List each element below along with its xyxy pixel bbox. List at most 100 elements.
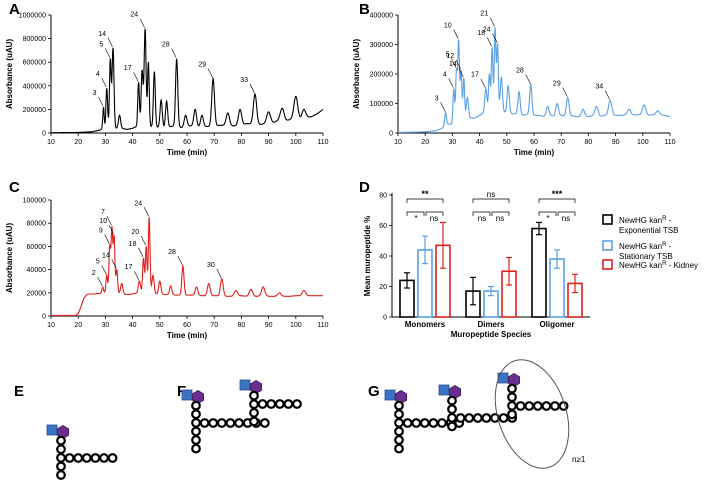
x-tick-label: 90 — [265, 322, 273, 329]
legend-swatch — [602, 240, 613, 251]
structure-g: Gn≥1 — [368, 359, 586, 469]
peak-leader — [448, 78, 454, 88]
amino-acid-ring — [249, 390, 259, 401]
y-tick-label: 60 — [379, 223, 387, 230]
legend-swatch — [602, 214, 613, 225]
bar — [531, 227, 547, 318]
sig-bracket — [472, 211, 491, 216]
peak-leader — [216, 268, 222, 279]
x-tick-label: 60 — [530, 139, 538, 146]
peak-label: 29 — [198, 62, 206, 69]
peak-leader — [562, 87, 568, 97]
y-tick-label: 80000 — [27, 221, 47, 228]
x-tick-label: 20 — [74, 139, 82, 146]
peak-leader — [139, 18, 145, 28]
peak-label: 18 — [129, 241, 137, 248]
amino-acid-ring — [464, 413, 475, 423]
structure-e: E — [14, 383, 118, 480]
peak-leader — [525, 74, 531, 84]
x-tick-label: 80 — [238, 322, 246, 329]
amino-acid-ring — [208, 418, 219, 428]
sig-label: * — [546, 214, 549, 223]
panel-label: B — [359, 1, 370, 18]
peak-leader — [458, 67, 464, 78]
y-tick-label: 0 — [389, 131, 393, 138]
glcnac-square — [438, 384, 450, 396]
x-axis-label: Time (min) — [514, 148, 555, 157]
peak-leader — [107, 37, 113, 47]
amino-acid-ring — [274, 399, 285, 409]
peak-label: 17 — [471, 72, 479, 79]
category-label: Monomers — [405, 320, 446, 329]
y-tick-label: 20 — [379, 284, 387, 291]
amino-acid-ring — [481, 413, 492, 423]
sig-label: ** — [421, 189, 429, 199]
panel-label: A — [9, 1, 20, 18]
peak-label: 3 — [93, 90, 97, 97]
peak-leader — [171, 48, 177, 58]
sig-label: * — [414, 214, 417, 223]
x-tick-label: 10 — [47, 322, 55, 329]
peak-label: 4 — [443, 72, 447, 79]
x-tick-label: 60 — [183, 322, 191, 329]
amino-acid-ring — [266, 399, 277, 409]
legend-text: - Kidney — [666, 261, 698, 270]
amino-acid-ring — [199, 418, 210, 428]
x-tick-label: 30 — [102, 322, 110, 329]
y-tick-label: 0 — [42, 314, 46, 321]
y-tick-label: 40 — [379, 254, 387, 261]
peak-label: 29 — [553, 81, 561, 88]
peak-label: 10 — [444, 23, 452, 30]
sig-label: ns — [487, 190, 495, 199]
x-tick-label: 110 — [317, 322, 328, 329]
x-tick-label: 10 — [47, 139, 55, 146]
x-tick-label: 90 — [612, 139, 620, 146]
peak-leader — [143, 207, 149, 217]
x-tick-label: 40 — [476, 139, 484, 146]
legend-text: NewHG kan — [619, 242, 662, 251]
x-axis-label: Time (min) — [167, 148, 208, 157]
x-tick-label: 70 — [557, 139, 565, 146]
y-tick-label: 100000 — [23, 198, 46, 205]
amino-acid-ring — [249, 416, 259, 427]
category-label: Oligomer — [539, 320, 574, 329]
peak-label: 12 — [446, 53, 454, 60]
panel-label: C — [9, 179, 20, 196]
amino-acid-ring — [394, 409, 404, 420]
peak-leader — [455, 59, 461, 70]
sig-bracket — [557, 211, 576, 216]
peak-leader — [207, 68, 213, 78]
amino-acid-ring — [56, 470, 66, 480]
amino-acid-ring — [249, 399, 259, 410]
x-tick-label: 110 — [317, 139, 328, 146]
amino-acid-ring — [447, 395, 457, 406]
peak-leader — [451, 58, 457, 68]
peak-leader — [140, 236, 146, 246]
amino-acid-ring — [515, 401, 526, 411]
x-tick-label: 30 — [449, 139, 457, 146]
peak-label: 24 — [134, 200, 142, 207]
peak-label: 33 — [240, 77, 248, 84]
x-axis-label: Time (min) — [167, 331, 208, 340]
peak-label: 28 — [168, 249, 176, 256]
x-tick-label: 20 — [74, 322, 82, 329]
y-axis-label: Absorbance (uAU) — [5, 223, 14, 294]
panel-label: F — [177, 383, 186, 400]
peak-leader — [480, 78, 486, 88]
x-tick-label: 30 — [102, 139, 110, 146]
structure-f: F — [177, 379, 302, 454]
legend-sup: R — [662, 242, 667, 248]
y-tick-label: 0 — [383, 315, 387, 322]
panel-label: E — [14, 383, 24, 400]
chromatogram-panel-a: A 10 20 30 40 50 60 70 80 90 100 110 0 200000 400000 60… — [5, 1, 329, 157]
peak-label: 28 — [516, 67, 524, 74]
peak-leader — [101, 78, 107, 88]
amino-acid-ring — [81, 453, 92, 463]
peak-label: 24 — [130, 12, 138, 19]
peak-label: 14 — [102, 252, 110, 259]
panel-label: D — [359, 179, 370, 196]
chromatogram-trace — [398, 27, 671, 133]
repeat-ellipse — [494, 359, 570, 469]
legend-label: NewHG kanR - Kidney — [619, 261, 698, 270]
peak-label: 21 — [480, 10, 488, 17]
